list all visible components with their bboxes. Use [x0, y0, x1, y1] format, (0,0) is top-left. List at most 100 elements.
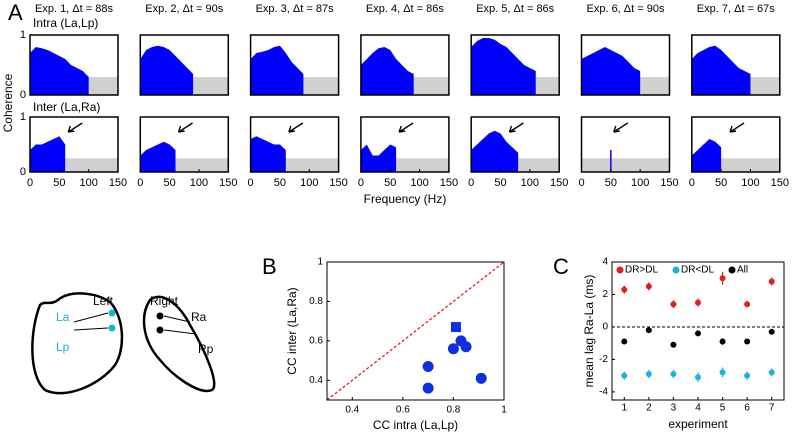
legend-marker	[672, 266, 680, 274]
x-tick-label: 3	[671, 403, 677, 414]
y-axis-label: mean lag Ra-La (ms)	[582, 275, 596, 388]
x-tick-label: 0	[358, 177, 364, 189]
point	[744, 338, 751, 345]
plot-frame	[29, 34, 119, 96]
y-tick-label: 1	[20, 29, 26, 41]
pointer	[163, 315, 191, 323]
plot-frame	[326, 261, 505, 401]
x-tick-label: 50	[715, 177, 727, 189]
y-tick-label: -4	[599, 387, 608, 398]
point	[645, 283, 652, 290]
point	[621, 286, 628, 293]
point	[450, 322, 461, 333]
point	[768, 369, 775, 376]
x-tick-label: 1	[622, 403, 628, 414]
electrode	[156, 312, 164, 320]
x-tick-label: 50	[274, 177, 286, 189]
right-outline	[142, 295, 216, 393]
x-tick-label: 0.6	[396, 405, 410, 416]
y-axis-label: Coherence	[1, 73, 15, 132]
arrow	[177, 122, 193, 133]
legend-label: DR<DL	[681, 265, 715, 276]
x-tick-label: 0	[689, 177, 695, 189]
electrode	[108, 324, 116, 332]
spectrum	[691, 45, 751, 95]
y-tick-label: 0	[602, 322, 608, 333]
pointer	[73, 312, 109, 323]
x-tick-label: 50	[53, 177, 65, 189]
y-tick-label: 1	[20, 111, 26, 123]
y-tick-label: 0	[20, 89, 26, 101]
y-tick-label: 0.8	[309, 296, 323, 307]
electrode	[156, 326, 164, 334]
x-tick-label: 2	[646, 403, 652, 414]
arrow	[398, 122, 414, 133]
spectrum	[250, 45, 304, 95]
y-tick-label: 0.4	[309, 375, 323, 386]
plot-frame	[580, 116, 671, 173]
arrow	[613, 122, 629, 133]
x-tick-label: 7	[769, 403, 775, 414]
x-tick-label: 150	[771, 177, 789, 189]
x-tick-label: 50	[494, 177, 506, 189]
x-tick-label: 100	[631, 177, 649, 189]
point	[744, 301, 751, 308]
plot-frame	[249, 116, 340, 173]
row-label: Inter (La,Ra)	[33, 100, 100, 114]
x-tick-label: 150	[440, 177, 458, 189]
spectrum	[360, 144, 397, 172]
spectrum	[140, 141, 176, 172]
plot-frame	[580, 34, 671, 96]
y-tick-label: 2	[602, 289, 608, 300]
point	[719, 338, 726, 345]
x-tick-label: 0.4	[345, 405, 359, 416]
panel-title: Exp. 7, Δt = 67s	[697, 3, 775, 15]
diagram-label: Rp	[198, 342, 214, 356]
point	[744, 372, 751, 379]
point	[422, 382, 434, 394]
legend-marker	[728, 266, 736, 274]
x-tick-label: 0.8	[446, 405, 460, 416]
point	[695, 330, 701, 337]
point	[695, 374, 701, 381]
point	[621, 372, 628, 379]
point	[475, 372, 487, 384]
x-axis-label: experiment	[668, 417, 728, 431]
x-tick-label: 0	[137, 177, 143, 189]
panel-title: Exp. 2, Δt = 90s	[145, 3, 223, 15]
y-tick-label: 1	[317, 257, 323, 268]
plot-frame	[29, 116, 119, 173]
x-axis-label: CC intra (La,Lp)	[373, 418, 458, 432]
arrow	[508, 122, 524, 133]
plot-frame	[249, 34, 340, 96]
point	[670, 341, 677, 348]
plot-frame	[691, 34, 781, 96]
legend-marker	[616, 266, 624, 274]
panel-title: Exp. 3, Δt = 87s	[256, 3, 334, 15]
panel-title: Exp. 5, Δt = 86s	[476, 3, 554, 15]
point	[645, 327, 652, 334]
diagram-label: Left	[93, 294, 114, 308]
spectrum	[140, 45, 194, 95]
x-tick-label: 150	[550, 177, 568, 189]
arrow	[729, 122, 745, 133]
point	[768, 328, 775, 335]
panel-letter: A	[8, 0, 23, 25]
x-tick-label: 100	[190, 177, 208, 189]
x-tick-label: 0	[248, 177, 254, 189]
x-tick-label: 100	[300, 177, 318, 189]
x-tick-label: 6	[744, 403, 750, 414]
x-tick-label: 100	[741, 177, 759, 189]
y-axis-label: CC inter (La,Ra)	[285, 287, 299, 374]
diagram-label: Right	[150, 294, 179, 308]
point	[719, 369, 726, 376]
electrode	[108, 309, 116, 317]
point	[422, 360, 434, 372]
panel-title: Exp. 4, Δt = 86s	[366, 3, 444, 15]
point	[621, 338, 628, 345]
plot-frame	[139, 116, 230, 173]
point	[460, 341, 472, 353]
point	[768, 278, 775, 285]
panel-letter: C	[553, 254, 569, 279]
